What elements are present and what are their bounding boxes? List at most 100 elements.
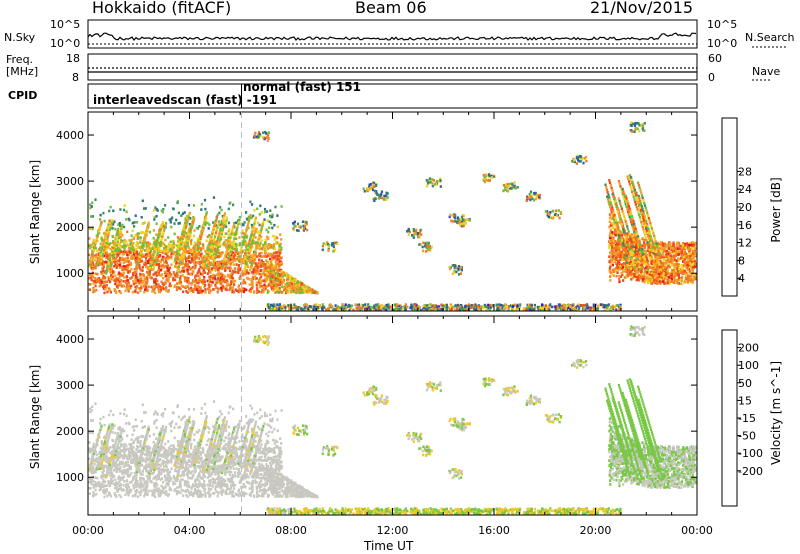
heatmap-cell: [172, 252, 175, 256]
heatmap-cell: [178, 240, 182, 243]
heatmap-cell: [232, 255, 235, 258]
heatmap-cell: [262, 243, 265, 247]
heatmap-cell: [206, 279, 209, 283]
heatmap-cell: [256, 221, 260, 225]
heatmap-cell: [265, 235, 269, 239]
heatmap-cell: [165, 222, 168, 225]
heatmap-cell: [145, 252, 148, 256]
heatmap-cell: [163, 257, 166, 260]
heatmap-cell: [237, 290, 240, 294]
heatmap-cell: [229, 236, 232, 239]
heatmap-cell: [555, 209, 558, 213]
heatmap-cell: [153, 208, 156, 212]
heatmap-cell: [217, 245, 220, 248]
heatmap-cell: [418, 231, 422, 235]
heatmap-cell: [220, 232, 223, 236]
heatmap-cell: [252, 236, 255, 240]
heatmap-cell: [95, 261, 98, 265]
heatmap-cell: [261, 288, 264, 292]
heatmap-cell: [228, 253, 231, 257]
heatmap-cell: [147, 249, 151, 252]
heatmap-cell: [263, 264, 266, 268]
heatmap-cell: [252, 240, 256, 243]
heatmap-cell: [326, 242, 330, 246]
heatmap-cell: [207, 246, 210, 250]
heatmap-cell: [187, 284, 190, 288]
heatmap-cell: [209, 239, 212, 242]
heatmap-cell: [298, 291, 302, 294]
heatmap-cell: [231, 286, 235, 289]
heatmap-cell: [414, 303, 417, 306]
heatmap-cell: [263, 218, 266, 221]
nave-tick-bottom: 0: [708, 71, 715, 84]
heatmap-cell: [225, 259, 228, 263]
heatmap-cell: [166, 254, 169, 258]
heatmap-cell: [238, 218, 241, 222]
heatmap-cell: [236, 267, 239, 271]
heatmap-cell: [165, 264, 168, 268]
heatmap-cell: [92, 275, 95, 279]
heatmap-cell: [257, 290, 260, 293]
heatmap-cell: [269, 276, 272, 280]
heatmap-cell: [113, 242, 116, 246]
heatmap-cell: [290, 275, 293, 278]
heatmap-cell: [103, 291, 106, 295]
heatmap-cell: [460, 268, 463, 272]
heatmap-cell: [514, 187, 517, 190]
heatmap-cell: [177, 243, 181, 247]
heatmap-cell: [271, 244, 274, 247]
heatmap-cell: [218, 281, 221, 284]
heatmap-cell: [177, 211, 180, 215]
heatmap-cell: [459, 218, 462, 221]
heatmap-cell: [176, 249, 179, 253]
heatmap-cell: [260, 268, 263, 272]
heatmap-cell: [211, 273, 215, 277]
heatmap-cell: [91, 227, 94, 231]
heatmap-cell: [168, 218, 171, 222]
heatmap-cell: [216, 290, 219, 294]
heatmap-cell: [253, 267, 256, 270]
heatmap-cell: [130, 257, 133, 260]
heatmap-cell: [120, 285, 123, 288]
heatmap-cell: [148, 258, 151, 261]
heatmap-cell: [272, 245, 275, 248]
heatmap-cell: [208, 264, 211, 267]
heatmap-cell: [164, 282, 167, 285]
heatmap-cell: [162, 249, 165, 252]
heatmap-cell: [386, 192, 389, 195]
heatmap-cell: [208, 261, 211, 265]
heatmap-cell: [210, 235, 213, 239]
heatmap-cell: [219, 279, 222, 282]
heatmap-cell: [404, 303, 407, 306]
heatmap-cell: [576, 304, 579, 308]
heatmap-cell: [278, 254, 281, 258]
heatmap-cell: [508, 182, 511, 186]
heatmap-cell: [249, 261, 252, 264]
heatmap-cell: [198, 269, 201, 273]
heatmap-cell: [221, 277, 224, 281]
heatmap-cell: [246, 218, 249, 221]
heatmap-cell: [184, 220, 187, 223]
heatmap-cell: [125, 240, 128, 243]
heatmap-cell: [115, 255, 118, 259]
heatmap-cell: [243, 268, 246, 271]
heatmap-cell: [176, 201, 179, 205]
heatmap-cell: [190, 242, 193, 246]
heatmap-cell: [214, 254, 217, 258]
heatmap-cell: [91, 215, 94, 218]
heatmap-cell: [164, 248, 167, 251]
heatmap-cell: [252, 270, 255, 273]
heatmap-cell: [109, 270, 112, 274]
heatmap-cell: [143, 261, 146, 265]
heatmap-cell: [222, 242, 225, 245]
heatmap-cell: [559, 211, 563, 214]
heatmap-cell: [237, 222, 240, 225]
heatmap-cell: [271, 226, 274, 230]
heatmap-cell: [234, 233, 237, 237]
heatmap-cell: [187, 287, 191, 291]
heatmap-cell: [152, 287, 155, 290]
heatmap-cell: [577, 156, 580, 159]
heatmap-cell: [235, 289, 239, 292]
heatmap-cell: [182, 229, 185, 232]
heatmap-cell: [166, 269, 169, 272]
